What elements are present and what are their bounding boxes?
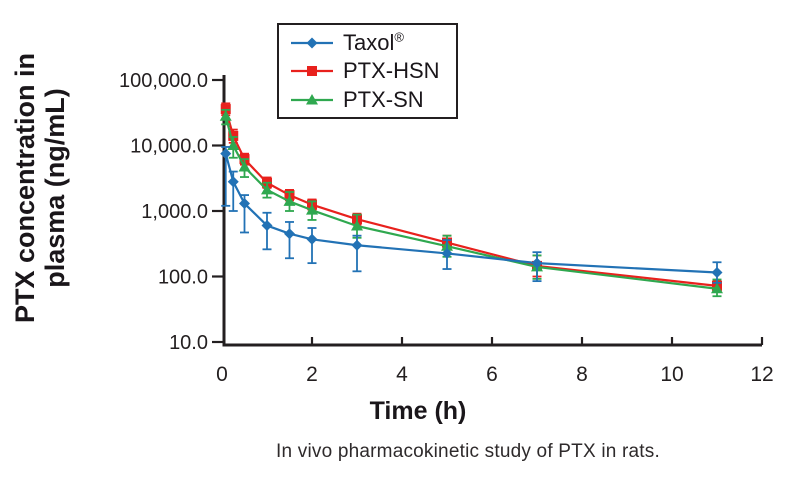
diamond-marker-icon: [291, 37, 333, 48]
data-point-marker: [239, 198, 250, 210]
series-taxol: [220, 146, 723, 284]
legend-label: PTX-SN: [343, 86, 424, 112]
data-point-marker: [227, 139, 240, 150]
data-point-marker: [306, 233, 318, 245]
square-marker-icon: [291, 66, 333, 76]
series-line: [224, 153, 718, 274]
y-tick-label: 10,000.0: [130, 136, 208, 158]
data-point-marker: [711, 267, 723, 279]
figure-caption: In vivo pharmacokinetic study of PTX in …: [276, 441, 660, 462]
data-point-marker: [306, 204, 318, 215]
data-point-marker: [238, 160, 251, 172]
data-point-marker: [261, 220, 273, 232]
data-point-marker: [219, 110, 232, 121]
legend-item-ptx-sn: PTX-SN: [290, 86, 456, 112]
legend-label: PTX-HSN: [343, 58, 440, 83]
x-axis-title: Time (h): [369, 397, 467, 425]
x-tick-label: 10: [660, 363, 683, 386]
data-point-marker: [531, 257, 543, 269]
legend-label: Taxol®: [343, 29, 404, 55]
x-tick-label: 0: [216, 363, 228, 386]
x-tick-label: 6: [486, 363, 498, 386]
legend-item-taxol: Taxol®: [290, 29, 456, 55]
y-tick-label: 1,000.0: [141, 201, 208, 223]
data-point-marker: [227, 176, 239, 188]
x-tick-label: 2: [306, 363, 318, 386]
data-point-marker: [711, 282, 723, 294]
data-point-marker: [351, 239, 363, 251]
data-point-marker: [284, 228, 295, 240]
series-line: [224, 115, 718, 290]
y-tick-label: 10.0: [169, 332, 208, 354]
y-tick-label: 100,000.0: [119, 70, 208, 92]
series-ptx-hsn: [220, 102, 722, 293]
triangle-marker-icon: [291, 93, 333, 104]
data-point-marker: [283, 195, 296, 206]
data-point-marker: [441, 247, 453, 259]
data-point-marker: [220, 148, 232, 160]
legend-item-ptx-hsn: PTX-HSN: [290, 60, 456, 82]
data-point-marker: [261, 183, 273, 195]
data-point-marker: [351, 220, 363, 231]
x-tick-label: 8: [576, 363, 588, 386]
x-tick-label: 4: [396, 363, 408, 386]
legend: Taxol® PTX-HSN PTX-SN: [277, 23, 458, 119]
x-tick-label: 12: [750, 363, 773, 386]
y-tick-label: 100.0: [158, 267, 208, 289]
series-line: [224, 108, 718, 287]
